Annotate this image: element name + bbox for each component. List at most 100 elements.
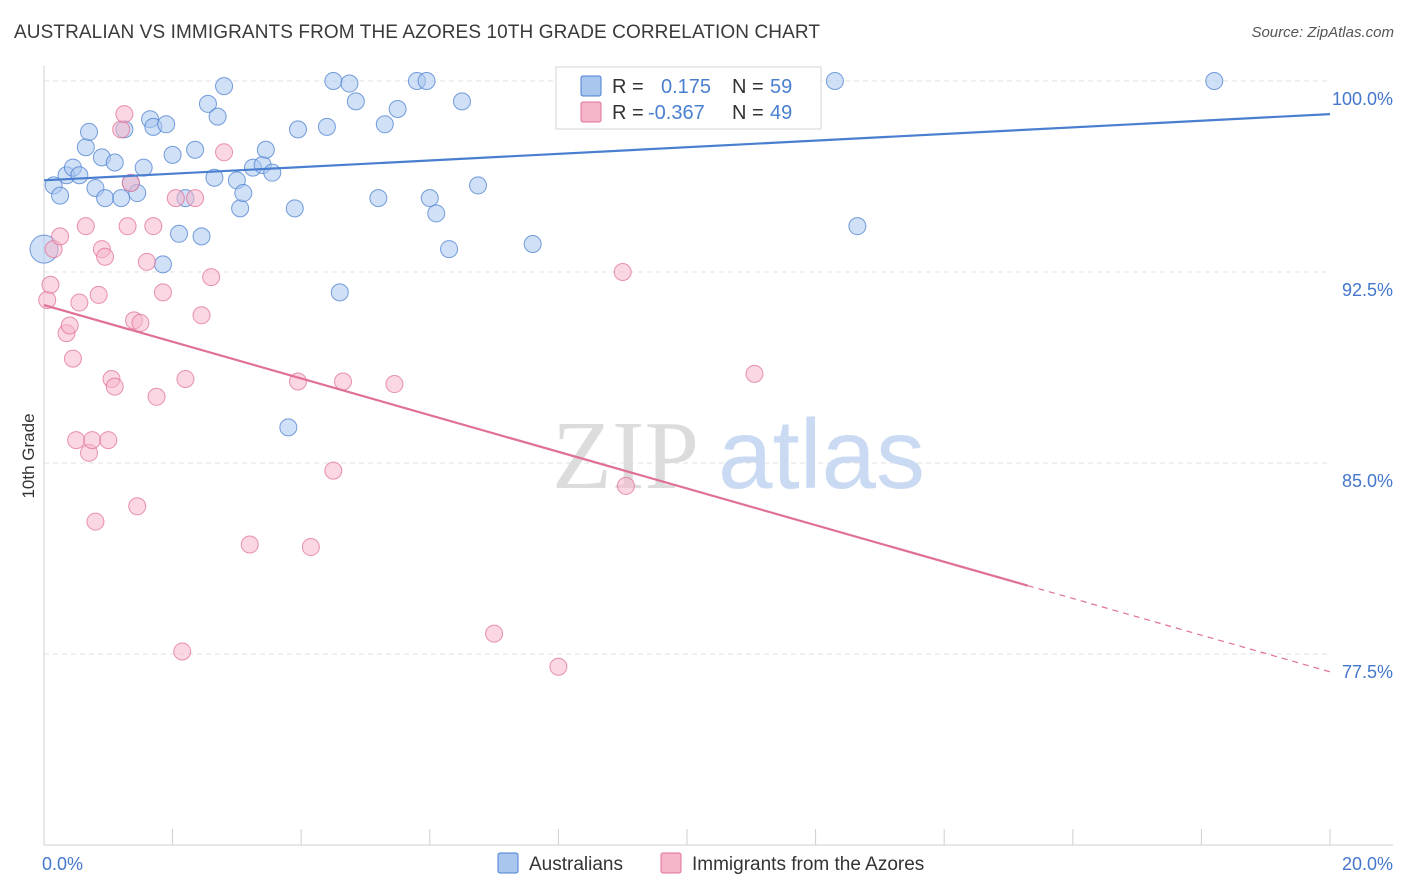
point-australians-19 — [153, 255, 172, 274]
point-azores-5 — [60, 316, 79, 335]
point-azores-43 — [485, 624, 504, 643]
point-australians-37 — [279, 418, 298, 437]
point-azores-32 — [176, 369, 195, 388]
point-azores-47 — [745, 364, 764, 383]
legend-n-value-2: 49 — [770, 102, 792, 124]
legend-r-label-2: R = — [612, 102, 644, 124]
point-azores-18 — [105, 377, 124, 396]
point-australians-41 — [324, 72, 343, 90]
point-azores-20 — [115, 105, 134, 124]
legend-r-value-2: -0.367 — [648, 102, 705, 124]
point-azores-13 — [89, 285, 108, 304]
point-australians-42 — [330, 283, 349, 302]
x-tick-labels: 0.0% 20.0% — [42, 854, 1393, 874]
point-australians-46 — [375, 115, 394, 134]
point-azores-36 — [215, 143, 234, 162]
point-azores-1 — [41, 275, 60, 294]
legend-r-value-1: 0.175 — [661, 76, 711, 98]
point-australians-11 — [105, 153, 124, 172]
y-tick-label-3: 77.5% — [1342, 662, 1393, 682]
point-azores-28 — [147, 387, 166, 406]
trend-line-australians — [43, 113, 1331, 182]
point-australians-57 — [848, 217, 867, 236]
point-azores-40 — [324, 461, 343, 480]
y-axis-label: 10th Grade — [19, 413, 38, 498]
point-australians-29 — [215, 77, 234, 96]
point-australians-21 — [163, 145, 182, 164]
point-azores-45 — [613, 263, 632, 281]
series-azores — [38, 105, 764, 676]
point-australians-12 — [112, 189, 131, 208]
point-azores-12 — [86, 512, 105, 531]
chart-title: AUSTRALIAN VS IMMIGRANTS FROM THE AZORES… — [14, 22, 821, 43]
y-tick-labels: 100.0% 92.5% 85.0% 77.5% — [1332, 89, 1393, 682]
bottom-legend-australians: Australians — [529, 854, 623, 875]
trend-lines — [43, 113, 1331, 673]
point-azores-24 — [128, 497, 147, 516]
point-australians-2 — [51, 186, 70, 205]
point-azores-27 — [144, 217, 163, 236]
point-australians-20 — [157, 115, 176, 134]
watermark-atlas: atlas — [718, 399, 925, 509]
legend-n-label-2: N = — [732, 102, 764, 124]
point-australians-49 — [417, 72, 436, 90]
point-azores-26 — [137, 252, 156, 271]
point-azores-3 — [51, 227, 70, 246]
legend-swatch-pink — [580, 101, 602, 123]
point-australians-55 — [523, 234, 542, 253]
point-australians-58 — [1205, 72, 1224, 90]
point-azores-19 — [112, 120, 131, 139]
point-australians-26 — [198, 94, 217, 113]
point-azores-42 — [385, 375, 404, 394]
point-australians-31 — [231, 199, 250, 218]
point-australians-22 — [170, 224, 189, 243]
point-azores-31 — [173, 642, 192, 661]
legend-n-value-1: 59 — [770, 76, 792, 98]
point-australians-6 — [76, 138, 95, 157]
grid-lines — [44, 80, 1330, 655]
point-australians-24 — [186, 140, 205, 159]
point-azores-46 — [616, 476, 635, 495]
point-australians-56 — [825, 72, 844, 90]
watermark: ZIP atlas — [552, 399, 925, 510]
point-australians-7 — [80, 122, 99, 141]
point-australians-36 — [263, 163, 282, 182]
point-australians-47 — [388, 100, 407, 119]
point-australians-25 — [192, 227, 211, 246]
point-azores-41 — [333, 372, 352, 391]
trend-line-azores — [43, 304, 1029, 587]
point-australians-50 — [420, 189, 439, 208]
point-azores-15 — [96, 247, 115, 266]
point-azores-34 — [192, 306, 211, 325]
point-australians-5 — [70, 166, 89, 185]
y-tick-label-0: 100.0% — [1332, 89, 1393, 109]
point-australians-40 — [317, 117, 336, 136]
point-azores-22 — [121, 173, 140, 192]
point-australians-10 — [96, 189, 115, 208]
legend-n-label-1: N = — [732, 76, 764, 98]
point-azores-35 — [202, 268, 221, 287]
point-azores-11 — [83, 431, 102, 450]
point-australians-39 — [288, 120, 307, 139]
point-australians-43 — [340, 74, 359, 93]
y-tick-label-2: 85.0% — [1342, 471, 1393, 491]
point-azores-25 — [131, 313, 150, 332]
axes — [43, 66, 1393, 846]
series-legend: Australians Immigrants from the Azores — [497, 852, 924, 875]
source-label: Source: ZipAtlas.com — [1251, 24, 1394, 41]
point-australians-45 — [369, 189, 388, 208]
point-azores-37 — [240, 535, 259, 554]
point-azores-9 — [76, 217, 95, 236]
point-australians-28 — [208, 107, 227, 126]
bottom-legend-swatch-azores — [660, 852, 682, 874]
point-azores-21 — [118, 217, 137, 236]
y-tick-label-1: 92.5% — [1342, 280, 1393, 300]
point-australians-27 — [205, 168, 224, 187]
point-azores-29 — [153, 283, 172, 302]
bottom-legend-swatch-australians — [497, 852, 519, 874]
x-tick-label-1: 20.0% — [1342, 854, 1393, 874]
point-australians-38 — [285, 199, 304, 218]
point-australians-52 — [440, 240, 459, 259]
point-azores-44 — [549, 657, 568, 676]
